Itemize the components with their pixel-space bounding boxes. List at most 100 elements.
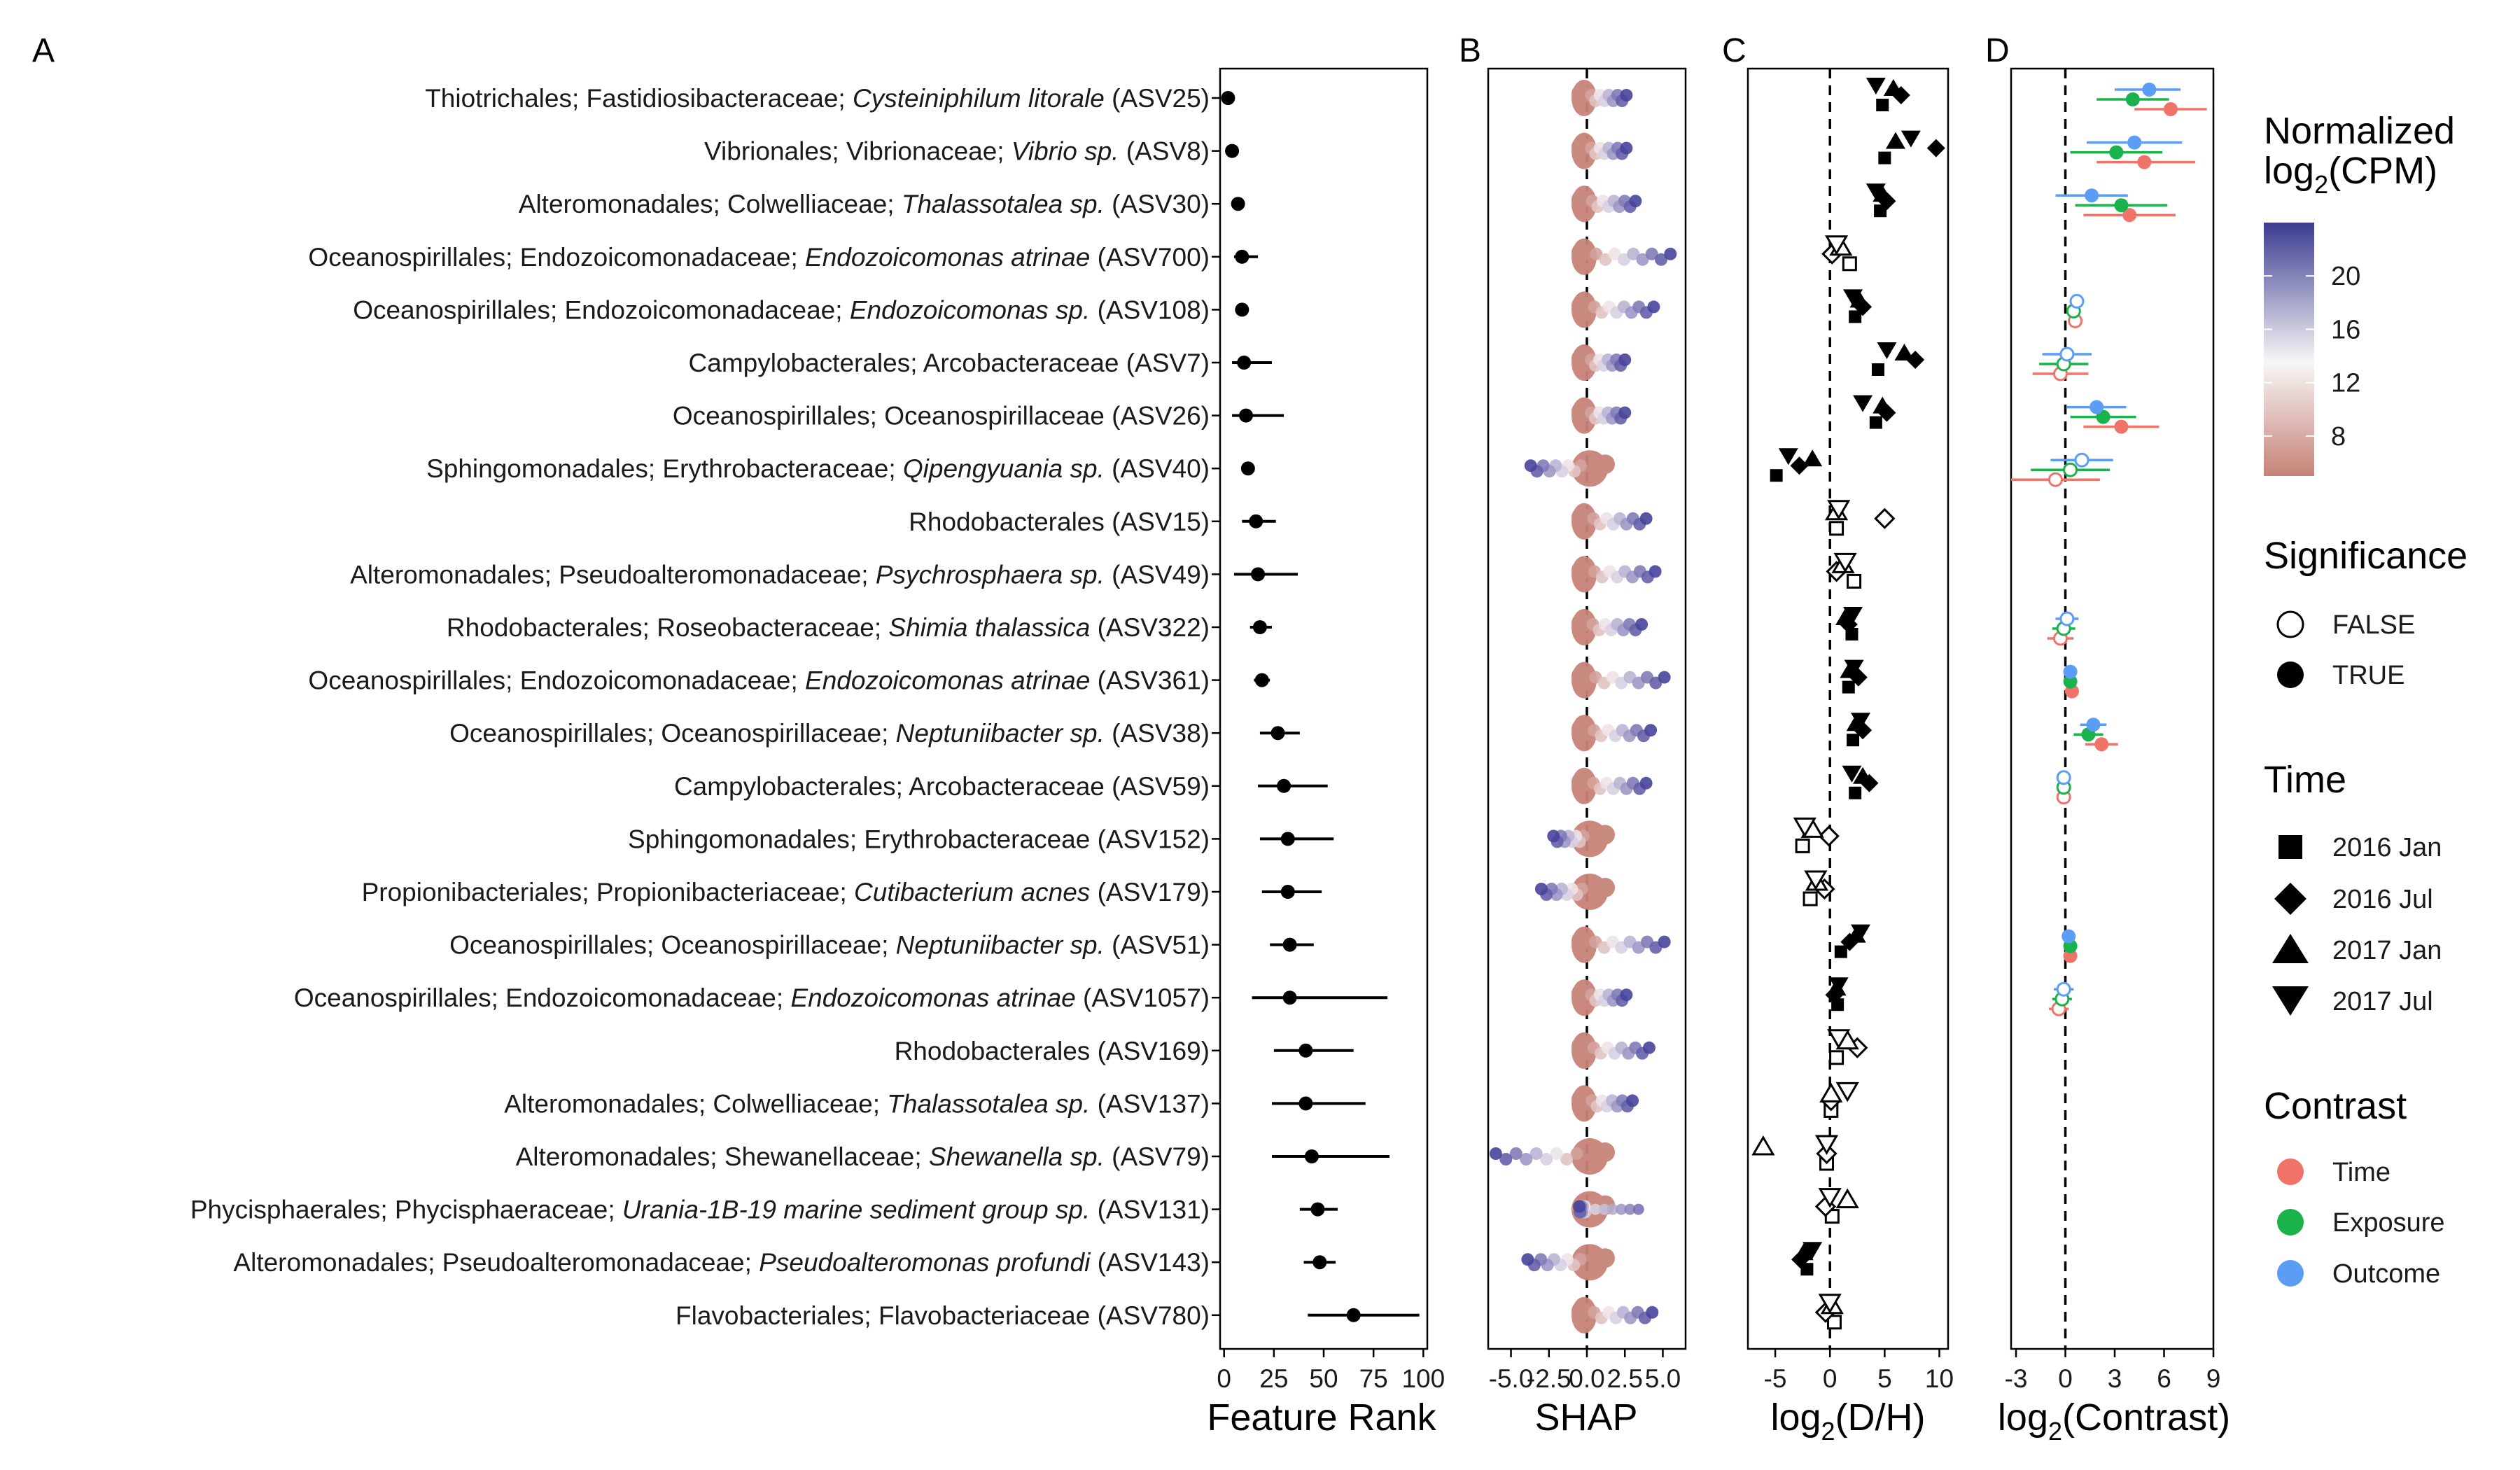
time-triangle-down-marker: [1835, 1082, 1859, 1102]
time-triangle-up-marker: [1835, 608, 1856, 625]
legend-cpm-title-line2: log2(CPM): [2264, 150, 2437, 199]
contrast-point: [2056, 981, 2071, 997]
feature-label: Rhodobacterales (ASV15): [909, 507, 1210, 536]
rank-point: [1298, 1043, 1313, 1058]
shap-density: [1595, 454, 1615, 475]
feature-label: Alteromonadales; Pseudoalteromonadaceae;…: [233, 1248, 1210, 1277]
legend-time-square-marker: [2278, 835, 2302, 859]
feature-label: Alteromonadales; Pseudoalteromonadaceae;…: [350, 560, 1210, 589]
time-triangle-down-marker: [1827, 1029, 1851, 1049]
contrast-point: [2063, 948, 2078, 963]
contrast-point: [2085, 188, 2099, 203]
legend-contrast-time-marker: [2277, 1158, 2304, 1185]
time-triangle-down-marker: [1843, 289, 1863, 307]
rank-point: [1235, 302, 1250, 317]
rank-point: [1312, 1255, 1327, 1270]
panel-a-rank-plot: [1221, 91, 1420, 1322]
x-tick-label: 25: [1259, 1364, 1288, 1393]
shap-point: [1598, 1203, 1610, 1215]
feature-labels: Thiotrichales; Fastidiosibacteraceae; Cy…: [190, 84, 1220, 1330]
feature-label: Rhodobacterales; Roseobacteraceae; Shimi…: [447, 613, 1210, 642]
legend-contrast: Contrast Time Exposure Outcome: [2264, 1085, 2445, 1289]
feature-label: Alteromonadales; Shewanellaceae; Shewane…: [516, 1142, 1210, 1171]
time-square-marker: [1878, 151, 1891, 164]
shap-point: [1608, 247, 1621, 260]
shap-point: [1550, 1147, 1563, 1160]
shap-point: [1632, 1203, 1644, 1215]
panel-b-shap-plot: [1489, 69, 1677, 1349]
feature-label: Alteromonadales; Colwelliaceae; Thalasso…: [519, 190, 1210, 218]
time-square-marker: [1802, 891, 1818, 906]
rank-point: [1231, 197, 1245, 211]
contrast-point: [2059, 346, 2075, 362]
feature-label: Vibrionales; Vibrionaceae; Vibrio sp. (A…: [704, 137, 1210, 166]
time-square-marker: [1826, 1315, 1842, 1330]
time-triangle-up-marker: [1849, 290, 1870, 308]
time-triangle-down-marker: [1778, 448, 1798, 465]
time-square-marker: [1829, 1050, 1844, 1065]
legend-time-triangle-down-marker: [2272, 986, 2309, 1016]
feature-label: Oceanospirillales; Oceanospirillaceae; N…: [449, 719, 1210, 748]
panel-d-frame: [2010, 67, 2215, 1350]
shap-point: [1639, 512, 1653, 525]
shap-point: [1509, 1147, 1522, 1160]
x-tick-label: 10: [1925, 1364, 1954, 1393]
contrast-point: [2069, 293, 2085, 309]
legend-cpm-ticks: 20 16 12 8: [2264, 262, 2360, 451]
axis-ticks: 0 25 50 75 100 -5.0-2.50.0 2.5 5.0 -5 0 5 10 -3 0 3 6 9: [1217, 1349, 2220, 1393]
colorbar-tick-label: 20: [2331, 262, 2360, 291]
rank-point: [1235, 249, 1250, 264]
time-triangle-down-marker: [1793, 817, 1816, 838]
feature-label: Phycisphaerales; Phycisphaeraceae; Urani…: [190, 1196, 1210, 1224]
shap-density: [1572, 242, 1591, 262]
rank-point: [1277, 778, 1292, 793]
shap-density: [1572, 507, 1591, 527]
feature-label: Oceanospirillales; Endozoicomonadaceae; …: [294, 983, 1210, 1012]
shap-point: [1636, 253, 1649, 266]
colorbar-tick-label: 12: [2331, 369, 2360, 398]
legend-contrast-outcome-label: Outcome: [2332, 1259, 2440, 1289]
x-tick-label: 50: [1309, 1364, 1338, 1393]
time-triangle-down-marker: [1814, 1135, 1839, 1155]
shap-density: [1572, 771, 1591, 792]
legend-time-label-3: 2017 Jan: [2332, 936, 2442, 965]
time-triangle-up-marker: [1802, 449, 1823, 467]
legend-contrast-outcome-marker: [2277, 1260, 2304, 1287]
feature-label: Flavobacteriales; Flavobacteriaceae (ASV…: [676, 1301, 1210, 1330]
time-square-marker: [1770, 469, 1783, 482]
shap-point: [1664, 247, 1677, 260]
rank-point: [1346, 1308, 1361, 1322]
rank-point: [1298, 1096, 1313, 1111]
panel-label-a: A: [32, 32, 55, 69]
contrast-point: [2096, 410, 2110, 424]
shap-point: [1629, 195, 1642, 208]
shap-density: [1572, 930, 1591, 951]
legend-time-label-4: 2017 Jul: [2332, 987, 2433, 1016]
rank-point: [1249, 514, 1264, 528]
shap-point: [1560, 1153, 1574, 1166]
x-tick-label: 5: [1877, 1364, 1892, 1393]
time-square-marker: [1834, 945, 1847, 958]
legend-cpm-colorbar: [2264, 223, 2314, 476]
rank-point: [1225, 144, 1240, 158]
shap-point: [1624, 1203, 1636, 1215]
legend-time: Time 2016 Jan 2016 Jul 2017 Jan 2017 Jul: [2264, 759, 2442, 1016]
time-triangle-down-marker: [1850, 924, 1870, 941]
shap-point: [1499, 1153, 1513, 1166]
legend-time-title: Time: [2264, 759, 2346, 801]
legend-contrast-title: Contrast: [2264, 1085, 2407, 1127]
time-triangle-down-marker: [1865, 78, 1886, 94]
shap-point: [1642, 1041, 1656, 1054]
time-triangle-up-marker: [1885, 132, 1905, 149]
legend-contrast-exposure-marker: [2277, 1209, 2304, 1236]
shap-point: [1647, 300, 1660, 314]
x-tick-label: 9: [2206, 1364, 2221, 1393]
contrast-point: [2090, 400, 2104, 414]
contrast-point: [2047, 472, 2063, 487]
panel-d-contrast-plot: [2011, 69, 2207, 1349]
shap-point: [1644, 724, 1658, 737]
contrast-point: [2062, 929, 2076, 944]
rank-point: [1310, 1202, 1325, 1217]
contrast-point: [2163, 102, 2178, 116]
legend-significance-false-marker: [2276, 610, 2304, 638]
